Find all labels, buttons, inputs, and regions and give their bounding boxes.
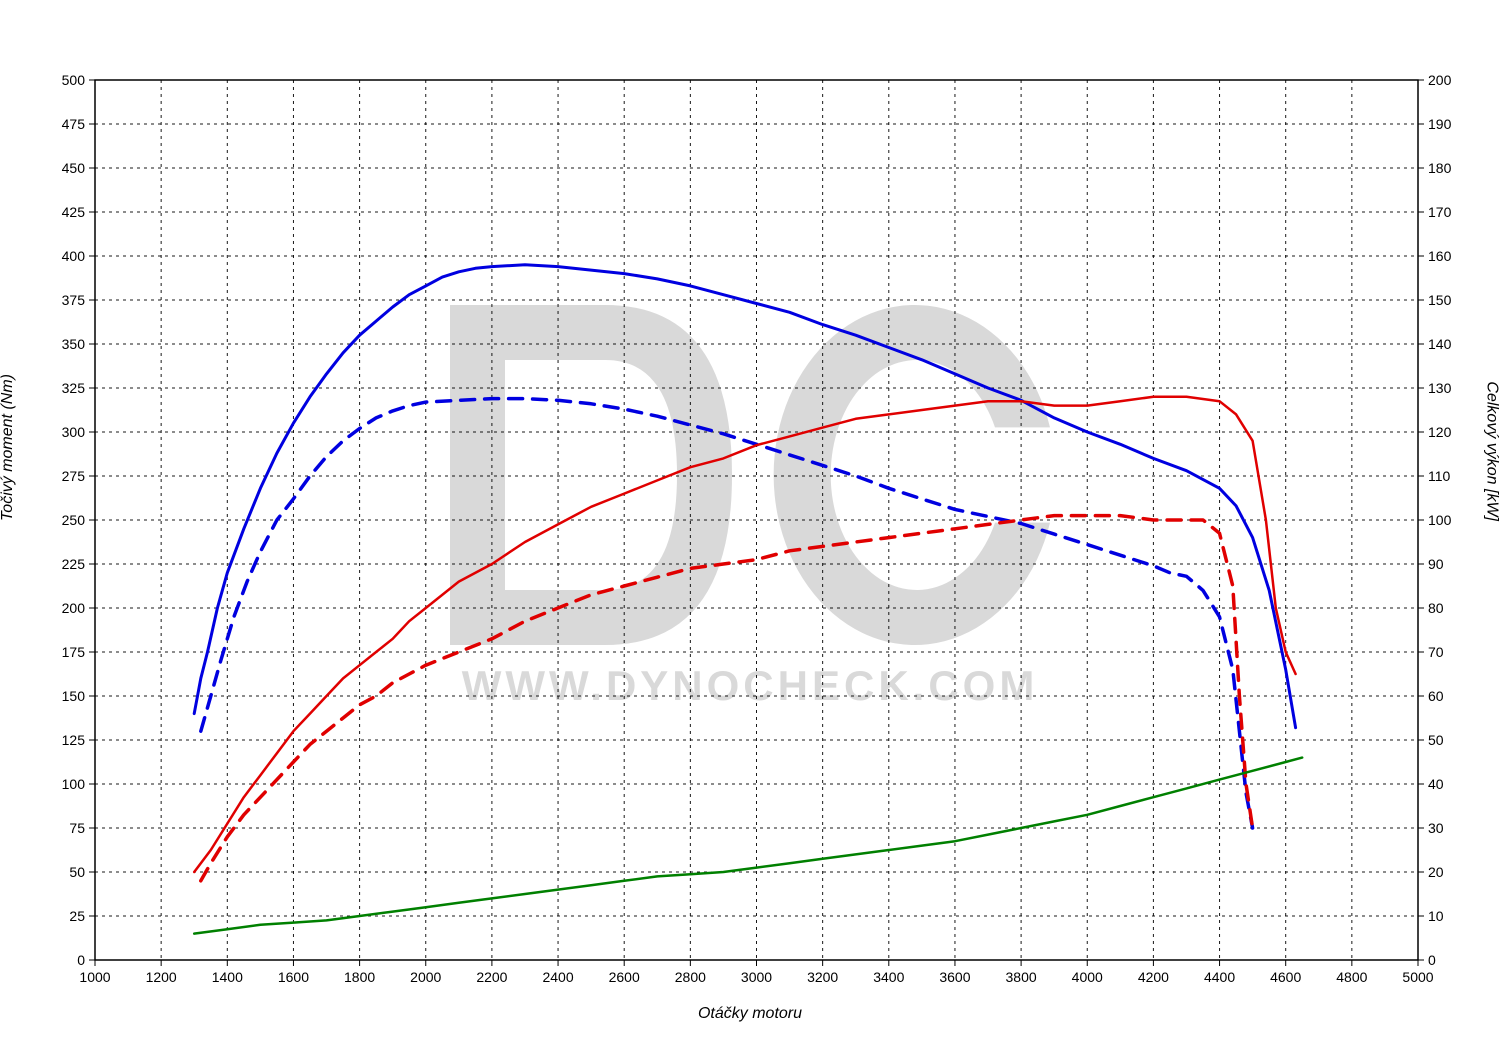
y-left-tick-label: 50	[69, 864, 85, 880]
x-tick-label: 4800	[1336, 969, 1367, 985]
y-right-tick-label: 40	[1428, 776, 1444, 792]
y-left-tick-label: 250	[62, 512, 86, 528]
y-left-tick-label: 25	[69, 908, 85, 924]
y-left-tick-label: 100	[62, 776, 86, 792]
y-right-tick-label: 130	[1428, 380, 1452, 396]
x-tick-label: 2600	[609, 969, 640, 985]
x-tick-label: 2800	[675, 969, 706, 985]
x-tick-label: 3400	[873, 969, 904, 985]
y-right-tick-label: 160	[1428, 248, 1452, 264]
x-tick-label: 4000	[1072, 969, 1103, 985]
y-right-tick-label: 120	[1428, 424, 1452, 440]
y-right-tick-label: 150	[1428, 292, 1452, 308]
x-tick-label: 4400	[1204, 969, 1235, 985]
y-left-tick-label: 150	[62, 688, 86, 704]
y-right-tick-label: 70	[1428, 644, 1444, 660]
y-right-tick-label: 50	[1428, 732, 1444, 748]
x-tick-label: 5000	[1402, 969, 1433, 985]
y-right-tick-label: 10	[1428, 908, 1444, 924]
x-tick-label: 2000	[410, 969, 441, 985]
y-left-tick-label: 450	[62, 160, 86, 176]
x-tick-label: 1800	[344, 969, 375, 985]
x-tick-label: 4600	[1270, 969, 1301, 985]
y-left-axis-label: Točivý moment (Nm)	[0, 374, 17, 521]
x-tick-label: 1000	[79, 969, 110, 985]
x-tick-label: 3600	[939, 969, 970, 985]
y-left-tick-label: 75	[69, 820, 85, 836]
y-left-tick-label: 400	[62, 248, 86, 264]
y-right-tick-label: 90	[1428, 556, 1444, 572]
x-tick-label: 1400	[212, 969, 243, 985]
y-left-tick-label: 475	[62, 116, 86, 132]
watermark-url: WWW.DYNOCHECK.COM	[462, 662, 1039, 709]
x-tick-label: 1600	[278, 969, 309, 985]
y-right-tick-label: 140	[1428, 336, 1452, 352]
x-axis-label: Otáčky motoru	[0, 1005, 1500, 1023]
y-right-axis-label: Celkový výkon [kW]	[1483, 381, 1500, 521]
y-left-tick-label: 500	[62, 72, 86, 88]
y-right-tick-label: 60	[1428, 688, 1444, 704]
y-left-tick-label: 175	[62, 644, 86, 660]
x-tick-label: 1200	[146, 969, 177, 985]
chart-container: Graf výkonu a točivého momentu WWW.DYNOC…	[0, 0, 1500, 1041]
y-right-tick-label: 180	[1428, 160, 1452, 176]
y-right-tick-label: 110	[1428, 468, 1451, 484]
x-tick-label: 3800	[1006, 969, 1037, 985]
y-right-tick-label: 100	[1428, 512, 1452, 528]
x-tick-label: 2400	[542, 969, 573, 985]
y-left-tick-label: 275	[62, 468, 86, 484]
y-right-tick-label: 30	[1428, 820, 1444, 836]
x-tick-label: 4200	[1138, 969, 1169, 985]
y-left-tick-label: 125	[62, 732, 86, 748]
chart-svg: WWW.DYNOCHECK.COM10001200140016001800200…	[0, 0, 1500, 1041]
y-left-tick-label: 200	[62, 600, 86, 616]
y-right-tick-label: 80	[1428, 600, 1444, 616]
y-left-tick-label: 425	[62, 204, 86, 220]
x-tick-label: 3200	[807, 969, 838, 985]
y-left-tick-label: 300	[62, 424, 86, 440]
y-right-tick-label: 0	[1428, 952, 1436, 968]
y-left-tick-label: 375	[62, 292, 86, 308]
x-tick-label: 3000	[741, 969, 772, 985]
y-left-tick-label: 225	[62, 556, 86, 572]
y-right-tick-label: 190	[1428, 116, 1452, 132]
y-right-tick-label: 170	[1428, 204, 1452, 220]
x-tick-label: 2200	[476, 969, 507, 985]
y-right-tick-label: 200	[1428, 72, 1452, 88]
y-left-tick-label: 350	[62, 336, 86, 352]
y-left-tick-label: 0	[77, 952, 85, 968]
y-left-tick-label: 325	[62, 380, 86, 396]
y-right-tick-label: 20	[1428, 864, 1444, 880]
